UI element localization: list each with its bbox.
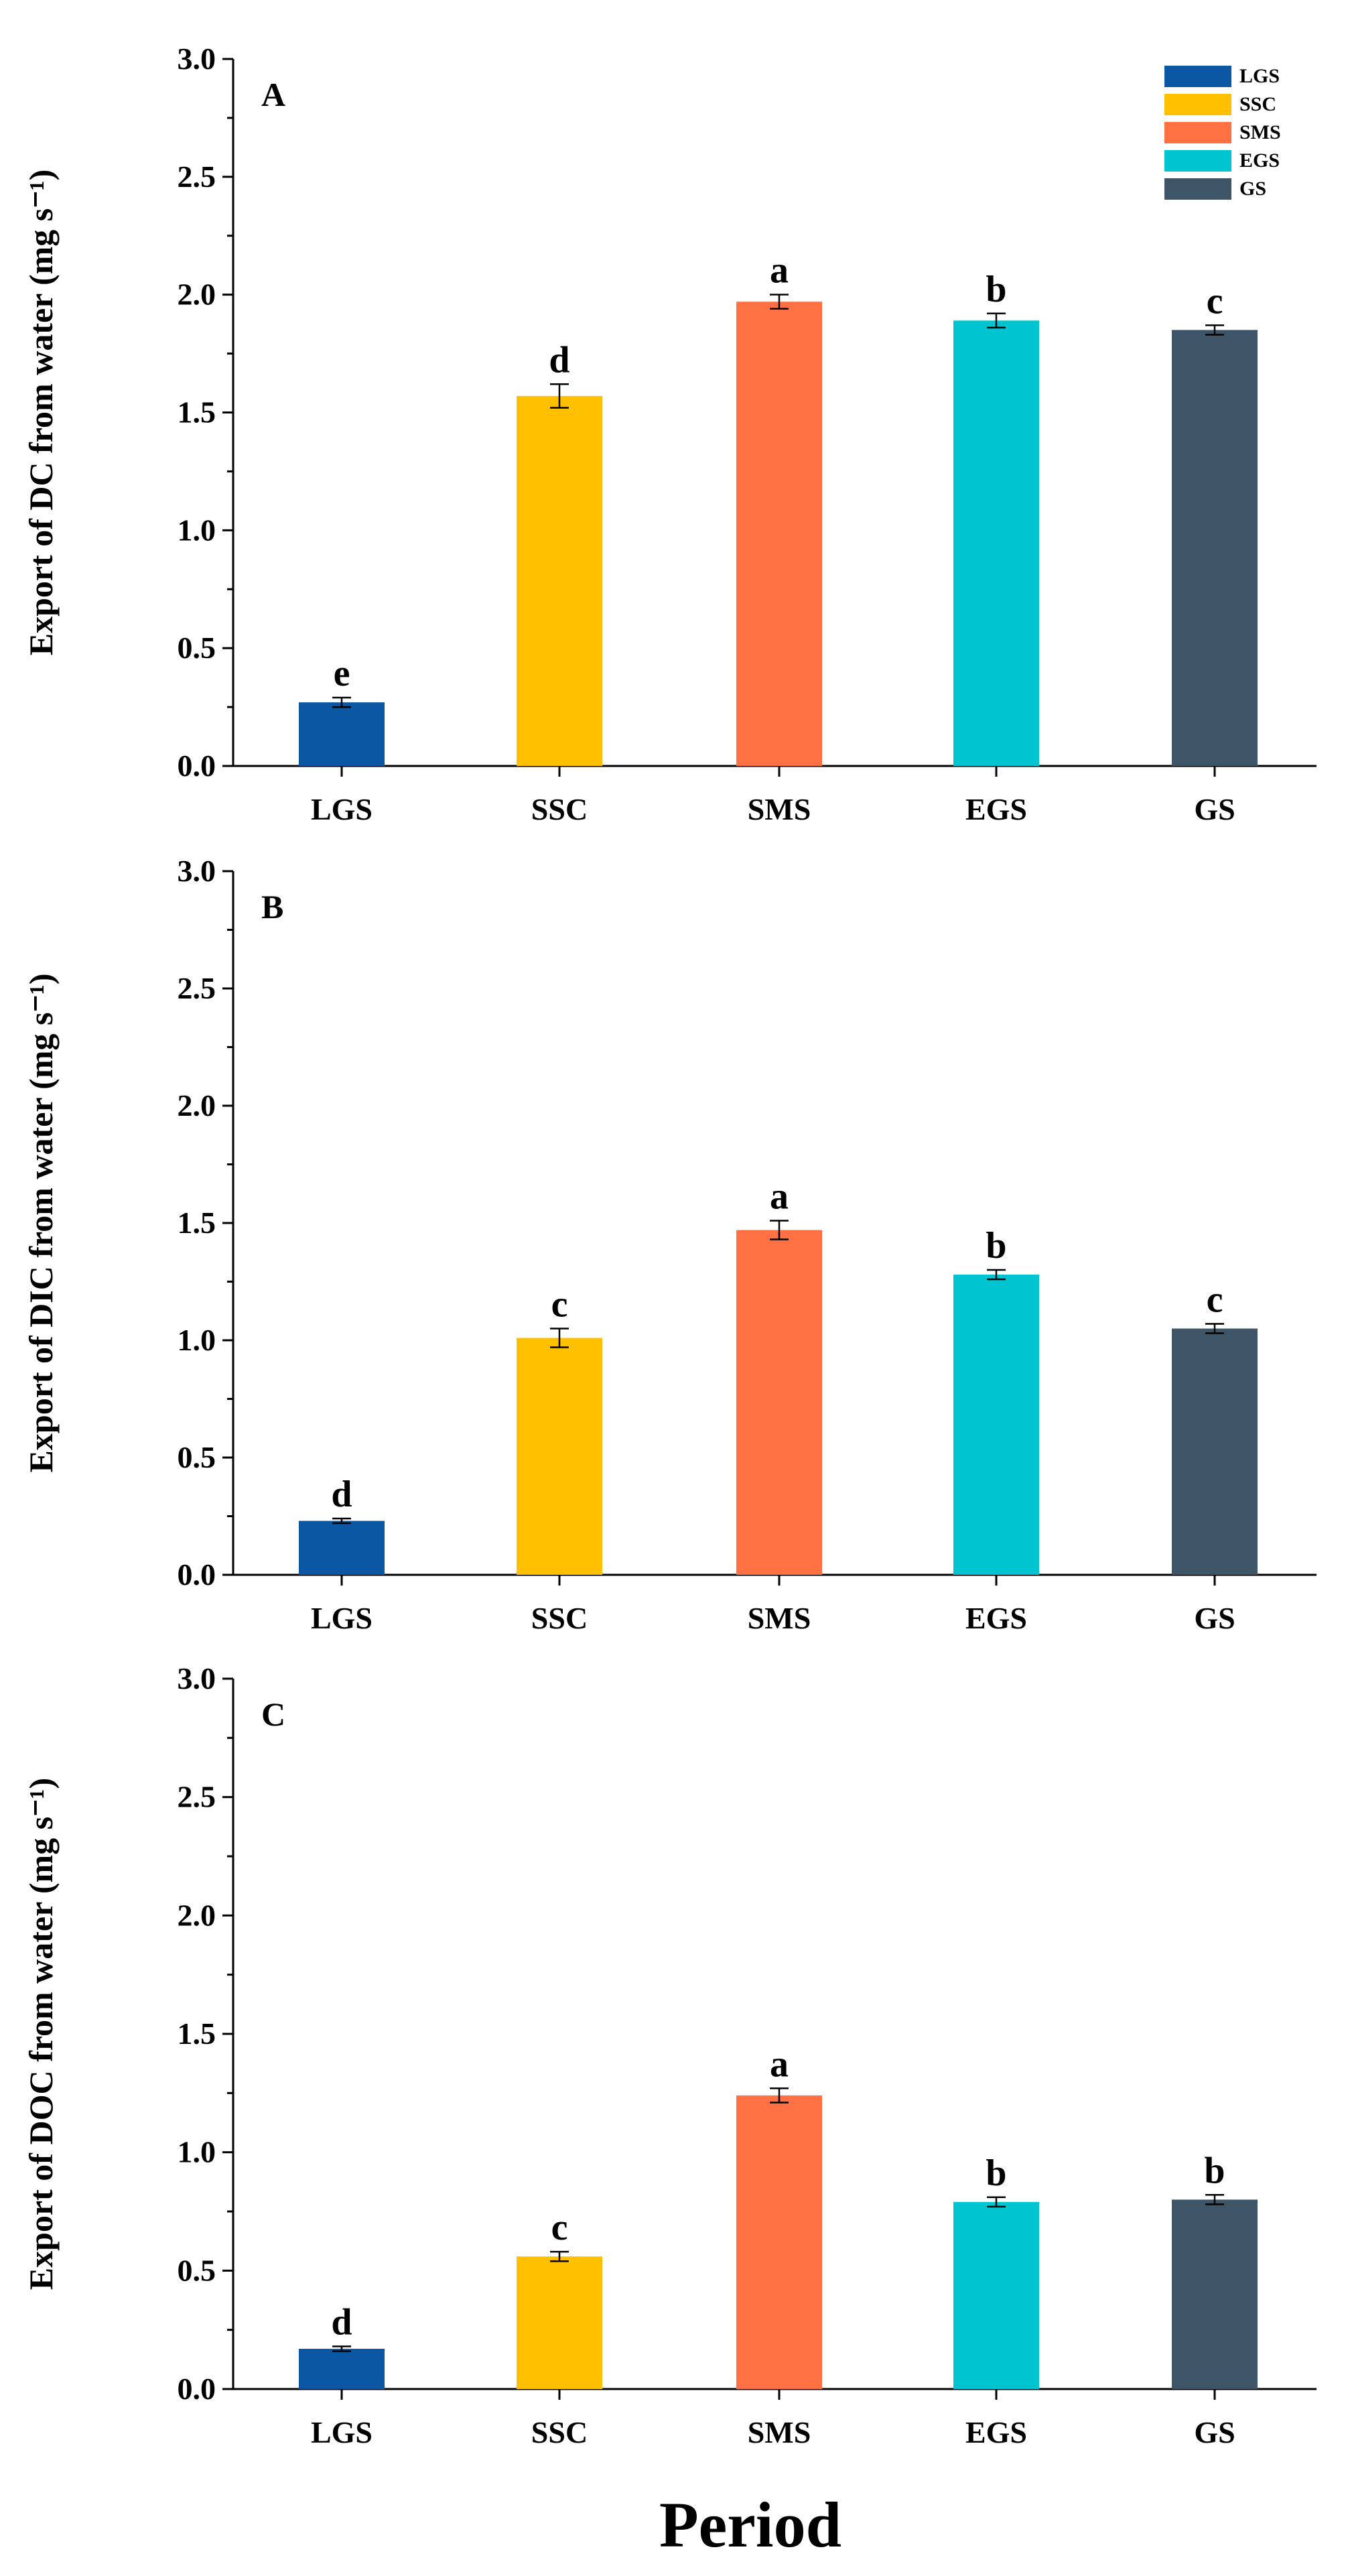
legend-swatch-egs	[1164, 150, 1231, 172]
y-tick-label: 1.0	[178, 1323, 216, 1357]
x-tick-label: SMS	[748, 2415, 811, 2449]
y-tick-label: 1.0	[178, 2135, 216, 2169]
significance-letter: a	[770, 1176, 789, 1218]
bar-egs	[953, 1275, 1039, 1575]
chart-panel-b: 0.0 0.5 1.0 1.5 2.0 2.5 3.0 Export of DIC from …	[22, 854, 1317, 1635]
x-tick-label: SMS	[748, 1601, 811, 1635]
y-tick-label: 2.5	[178, 971, 216, 1005]
legend: LGS SSC SMS EGS GS	[1164, 65, 1281, 200]
significance-letter: d	[331, 1474, 352, 1515]
y-tick-label: 2.0	[178, 277, 216, 312]
panel-letter: B	[261, 888, 283, 925]
bar-ssc	[517, 1338, 602, 1575]
significance-letter: b	[986, 1225, 1006, 1267]
x-axis-title: Period	[659, 2489, 841, 2561]
bar-sms	[736, 2095, 822, 2389]
x-tick-label: GS	[1194, 1601, 1235, 1635]
bar-gs	[1172, 1328, 1258, 1575]
bar-lgs	[299, 1521, 385, 1575]
legend-label: EGS	[1239, 149, 1280, 172]
x-tick-label: EGS	[965, 792, 1027, 826]
y-tick-label: 3.0	[178, 42, 216, 76]
y-tick-label: 0.0	[178, 749, 216, 783]
bar-lgs	[299, 2348, 385, 2389]
bar-gs	[1172, 2199, 1258, 2389]
y-axis-title: Export of DOC from water (mg s⁻¹)	[22, 1778, 60, 2290]
x-tick-label: EGS	[965, 1601, 1027, 1635]
bar-egs	[953, 320, 1039, 767]
legend-label: SMS	[1239, 121, 1281, 143]
significance-letter: c	[551, 1284, 568, 1326]
legend-swatch-ssc	[1164, 94, 1231, 115]
bar-egs	[953, 2201, 1039, 2389]
bar-lgs	[299, 702, 385, 766]
bar-sms	[736, 1230, 822, 1575]
y-tick-label: 0.5	[178, 1440, 216, 1474]
y-tick-label: 0.0	[178, 1557, 216, 1592]
legend-swatch-sms	[1164, 122, 1231, 143]
significance-letter: e	[334, 653, 350, 694]
bar-gs	[1172, 330, 1258, 767]
x-tick-label: LGS	[311, 2415, 373, 2449]
chart-panel-c: 0.0 0.5 1.0 1.5 2.0 2.5 3.0 Export of DOC from …	[22, 1661, 1317, 2449]
significance-letter: c	[1207, 280, 1223, 322]
y-tick-label: 0.0	[178, 2372, 216, 2406]
legend-label: GS	[1239, 178, 1266, 200]
bar-sms	[736, 302, 822, 766]
y-tick-label: 3.0	[178, 1661, 216, 1695]
x-tick-label: LGS	[311, 792, 373, 826]
chart-panels: 0.0 0.5 1.0 1.5 2.0 2.5 3.0 Export of DC from w…	[22, 42, 1317, 2449]
x-tick-label: GS	[1194, 2415, 1235, 2449]
significance-letter: b	[986, 269, 1006, 310]
y-tick-label: 2.5	[178, 1780, 216, 1814]
legend-label: SSC	[1239, 93, 1276, 115]
bar-ssc	[517, 395, 602, 766]
y-tick-label: 3.0	[178, 854, 216, 888]
x-tick-label: SSC	[531, 792, 588, 826]
significance-letter: a	[770, 250, 789, 292]
bar-ssc	[517, 2256, 602, 2389]
y-tick-label: 0.5	[178, 631, 216, 665]
significance-letter: b	[1204, 2150, 1225, 2191]
x-tick-label: SMS	[748, 792, 811, 826]
x-tick-label: SSC	[531, 2415, 588, 2449]
legend-swatch-lgs	[1164, 66, 1231, 87]
y-tick-label: 2.5	[178, 159, 216, 194]
significance-letter: d	[331, 2301, 352, 2343]
y-axis-title: Export of DC from water (mg s⁻¹)	[22, 170, 60, 656]
y-tick-label: 2.0	[178, 1898, 216, 1932]
significance-letter: c	[1207, 1279, 1223, 1321]
panel-letter: A	[261, 76, 285, 113]
significance-letter: d	[549, 339, 569, 381]
y-tick-label: 1.5	[178, 2016, 216, 2051]
significance-letter: b	[986, 2152, 1006, 2194]
legend-label: LGS	[1239, 65, 1280, 87]
significance-letter: c	[551, 2207, 568, 2248]
y-tick-label: 1.5	[178, 395, 216, 430]
y-tick-label: 1.5	[178, 1206, 216, 1240]
x-tick-label: GS	[1194, 792, 1235, 826]
y-axis-title: Export of DIC from water (mg s⁻¹)	[22, 974, 60, 1473]
x-tick-label: LGS	[311, 1601, 373, 1635]
y-tick-label: 1.0	[178, 513, 216, 547]
y-tick-label: 0.5	[178, 2253, 216, 2287]
x-tick-label: SSC	[531, 1601, 588, 1635]
panel-letter: C	[261, 1695, 285, 1733]
chart-panel-a: 0.0 0.5 1.0 1.5 2.0 2.5 3.0 Export of DC from w…	[22, 42, 1317, 826]
significance-letter: a	[770, 2043, 789, 2085]
y-tick-label: 2.0	[178, 1088, 216, 1122]
legend-swatch-gs	[1164, 178, 1231, 200]
x-tick-label: EGS	[965, 2415, 1027, 2449]
